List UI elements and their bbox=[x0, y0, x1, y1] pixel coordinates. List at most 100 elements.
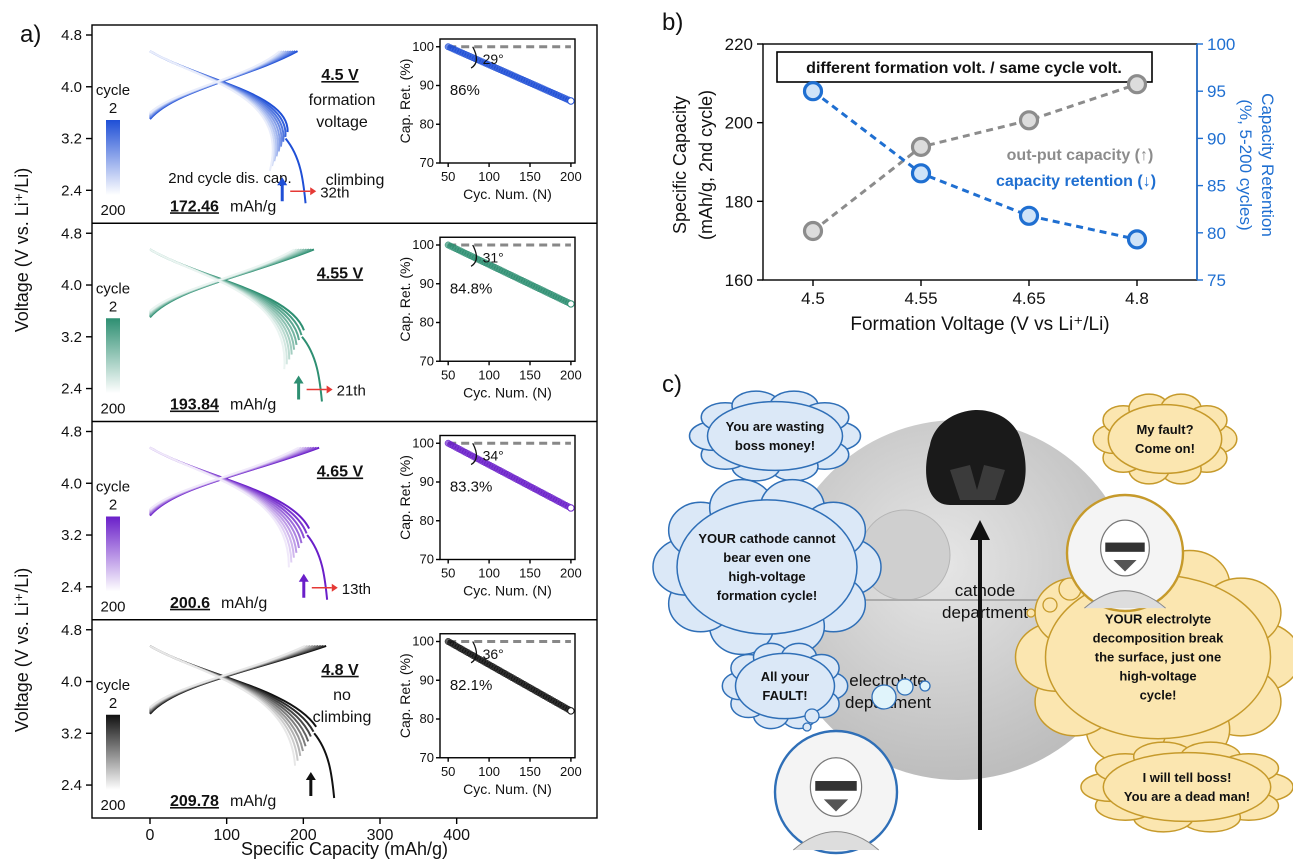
inset-angle-label: 34° bbox=[483, 448, 504, 464]
speech-my-fault: My fault? Come on! bbox=[1092, 393, 1238, 485]
discharge-tail bbox=[301, 336, 323, 402]
discharge-curve bbox=[149, 446, 290, 568]
b-left-tick-label: 200 bbox=[725, 114, 753, 133]
y-tick-label: 3.2 bbox=[61, 527, 82, 544]
capacity-value: 200.6 bbox=[170, 595, 210, 612]
trooper-avatar-right bbox=[1065, 493, 1185, 613]
inset-x-tick-label: 50 bbox=[441, 367, 455, 382]
b-legend-retention: capacity retention (↓) bbox=[996, 173, 1156, 190]
b-left-tick-label: 220 bbox=[725, 35, 753, 54]
y-tick-label: 3.2 bbox=[61, 131, 82, 148]
colorbar-label: cycle bbox=[96, 479, 130, 496]
cloud-text: formation cycle! bbox=[717, 588, 817, 603]
discharge-tail bbox=[313, 732, 336, 799]
b-y-axis-label-line1: Specific Capacity bbox=[670, 96, 690, 234]
colorbar-label: cycle bbox=[96, 82, 130, 99]
y-tick-label: 2.4 bbox=[61, 579, 82, 596]
capacity-arrowhead bbox=[277, 177, 288, 186]
y-axis-label-bottom: Voltage (V vs. Li⁺/Li) bbox=[12, 568, 32, 733]
b-right-tick-label: 95 bbox=[1207, 82, 1226, 101]
colorbar-bottom-label: 200 bbox=[100, 797, 125, 814]
inset-x-tick-label: 100 bbox=[478, 764, 500, 779]
discharge-curve bbox=[149, 50, 274, 172]
charge-curve bbox=[149, 644, 319, 713]
inset-x-tick-label: 150 bbox=[519, 566, 541, 581]
inset-x-tick-label: 100 bbox=[478, 566, 500, 581]
trooper-visor bbox=[1105, 542, 1145, 552]
inset-angle-label: 36° bbox=[483, 646, 504, 662]
inset-x-tick-label: 200 bbox=[560, 764, 582, 779]
inset-y-label: Cap. Ret. (%) bbox=[397, 455, 413, 540]
inset-frame bbox=[439, 236, 576, 362]
inset-y-tick-label: 80 bbox=[420, 315, 434, 330]
colorbar-top-label: 2 bbox=[109, 298, 117, 315]
inset-y-label: Cap. Ret. (%) bbox=[397, 257, 413, 342]
inset-angle-arc bbox=[470, 641, 478, 664]
thought-dot-blue bbox=[896, 678, 914, 696]
formation-voltage-label: 4.5 V bbox=[321, 67, 359, 84]
b-y2-axis-label-line2: (%, 5-200 cycles) bbox=[1236, 99, 1255, 230]
capacity-arrowhead bbox=[298, 573, 309, 582]
y-tick-label: 4.8 bbox=[61, 225, 82, 242]
inset-y-tick-label: 90 bbox=[420, 474, 434, 489]
y-tick-label: 4.0 bbox=[61, 79, 82, 96]
discharge-curve bbox=[149, 248, 286, 370]
inset-x-tick-label: 100 bbox=[478, 169, 500, 184]
cloud-body bbox=[1102, 751, 1272, 823]
discharge-tail bbox=[284, 137, 307, 204]
b-x-tick-label: 4.5 bbox=[801, 289, 825, 308]
cloud-body bbox=[1107, 403, 1223, 475]
inset-end-point bbox=[567, 97, 575, 105]
x-tick-label: 200 bbox=[290, 827, 317, 844]
thought-dot-blue bbox=[919, 680, 931, 692]
cloud-text: I will tell boss! bbox=[1143, 770, 1232, 785]
climb-cycle-label: 13th bbox=[342, 581, 371, 598]
inset-x-tick-label: 150 bbox=[519, 169, 541, 184]
b-title: different formation volt. / same cycle v… bbox=[806, 60, 1122, 77]
cloud-text: My fault? bbox=[1136, 422, 1193, 437]
colorbar-bottom-label: 200 bbox=[100, 202, 125, 219]
inset-end-point bbox=[567, 707, 575, 715]
cloud-text: cycle! bbox=[1140, 687, 1177, 702]
cloud-body bbox=[734, 652, 836, 720]
inset-y-tick-label: 90 bbox=[420, 78, 434, 93]
b-data-point bbox=[910, 163, 932, 184]
inset-frame bbox=[439, 38, 576, 164]
inset-y-tick-label: 80 bbox=[420, 513, 434, 528]
second-cycle-note: 2nd cycle dis. cap. bbox=[168, 170, 291, 187]
charge-curve bbox=[149, 644, 327, 715]
inset-y-tick-label: 90 bbox=[420, 672, 434, 687]
cloud-text: bear even one bbox=[723, 550, 810, 565]
capacity-arrowhead bbox=[305, 772, 316, 780]
x-tick-label: 300 bbox=[367, 827, 394, 844]
inset-y-label: Cap. Ret. (%) bbox=[397, 653, 413, 738]
colorbar bbox=[106, 714, 120, 790]
inset-retention-label: 86% bbox=[450, 82, 480, 99]
b-x-tick-label: 4.55 bbox=[904, 289, 937, 308]
b-data-point bbox=[1126, 229, 1148, 250]
speech-all-fault: All your FAULT! bbox=[721, 642, 849, 730]
inset-angle-label: 31° bbox=[483, 249, 504, 265]
cloud-text: You are wasting bbox=[726, 419, 825, 434]
y-tick-label: 4.0 bbox=[61, 475, 82, 492]
b-right-tick-label: 80 bbox=[1207, 224, 1226, 243]
colorbar-label: cycle bbox=[96, 677, 130, 694]
inset-y-tick-label: 100 bbox=[412, 237, 434, 252]
charge-curve bbox=[149, 248, 295, 312]
inset-x-tick-label: 150 bbox=[519, 367, 541, 382]
inset-x-tick-label: 100 bbox=[478, 367, 500, 382]
capacity-unit: mAh/g bbox=[230, 793, 276, 810]
cloud-text: FAULT! bbox=[762, 688, 807, 703]
b-y2-axis-label-line1: Capacity Retention bbox=[1258, 93, 1277, 237]
inset-x-tick-label: 50 bbox=[441, 169, 455, 184]
b-x-axis-label: Formation Voltage (V vs Li⁺/Li) bbox=[850, 314, 1109, 335]
cloud-text: YOUR cathode cannot bbox=[698, 531, 836, 546]
cloud-text: high-voltage bbox=[1119, 668, 1196, 683]
climb-cycle-label: 32th bbox=[320, 184, 349, 201]
climb-arrowhead bbox=[310, 187, 317, 196]
colorbar-bottom-label: 200 bbox=[100, 400, 125, 417]
inset-y-label: Cap. Ret. (%) bbox=[397, 59, 413, 144]
capacity-value: 193.84 bbox=[170, 397, 219, 414]
